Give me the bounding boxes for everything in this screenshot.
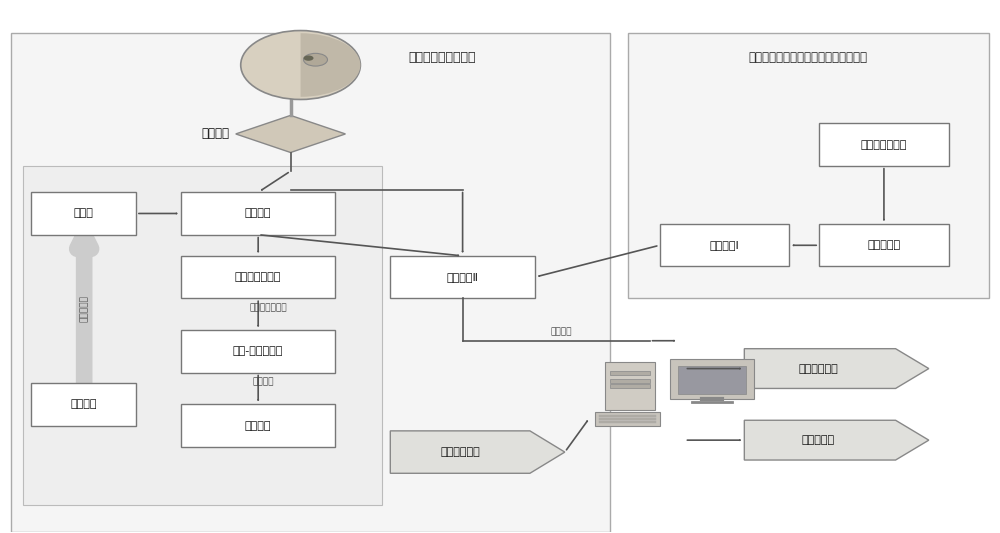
Text: 电压信号: 电压信号 xyxy=(252,377,274,386)
Ellipse shape xyxy=(241,30,360,100)
Text: 功率-电压转换器: 功率-电压转换器 xyxy=(233,346,283,357)
Polygon shape xyxy=(744,420,929,460)
Text: 通信数据: 通信数据 xyxy=(550,328,572,337)
FancyBboxPatch shape xyxy=(11,33,610,531)
Text: 陆基太阳射电望远镜: 陆基太阳射电望远镜 xyxy=(408,51,476,63)
FancyBboxPatch shape xyxy=(605,362,655,410)
Circle shape xyxy=(304,53,327,66)
FancyBboxPatch shape xyxy=(610,371,650,375)
Text: 搬载于在轨卡星平台的高能射线探测器: 搬载于在轨卡星平台的高能射线探测器 xyxy=(749,51,868,63)
FancyBboxPatch shape xyxy=(23,166,382,505)
Text: 微波开关控制: 微波开关控制 xyxy=(798,364,838,374)
FancyBboxPatch shape xyxy=(595,413,660,425)
Text: 高能射线探测器: 高能射线探测器 xyxy=(861,140,907,150)
Text: 数据采集: 数据采集 xyxy=(245,421,271,431)
FancyBboxPatch shape xyxy=(31,383,136,425)
FancyBboxPatch shape xyxy=(670,359,754,399)
FancyBboxPatch shape xyxy=(599,418,656,420)
Text: 噪声源控制: 噪声源控制 xyxy=(802,435,835,445)
FancyBboxPatch shape xyxy=(678,366,746,394)
Polygon shape xyxy=(236,115,345,152)
Text: 噪声源: 噪声源 xyxy=(74,208,94,219)
FancyBboxPatch shape xyxy=(599,415,656,417)
Text: 多通道射频信号: 多通道射频信号 xyxy=(249,303,287,312)
FancyBboxPatch shape xyxy=(610,379,650,383)
FancyBboxPatch shape xyxy=(181,405,335,447)
Text: 射电天线: 射电天线 xyxy=(202,127,230,140)
Text: 模拟接收机系统: 模拟接收机系统 xyxy=(235,272,281,282)
FancyBboxPatch shape xyxy=(181,256,335,298)
Text: 收发信机Ⅱ: 收发信机Ⅱ xyxy=(447,272,479,282)
Text: 微波开关: 微波开关 xyxy=(245,208,271,219)
FancyBboxPatch shape xyxy=(390,256,535,298)
Wedge shape xyxy=(301,33,360,97)
FancyBboxPatch shape xyxy=(181,330,335,373)
Text: 收发信机Ⅰ: 收发信机Ⅰ xyxy=(710,240,739,251)
Polygon shape xyxy=(744,349,929,389)
FancyBboxPatch shape xyxy=(819,123,949,166)
FancyBboxPatch shape xyxy=(610,384,650,389)
FancyBboxPatch shape xyxy=(628,33,989,298)
FancyBboxPatch shape xyxy=(599,421,656,423)
FancyBboxPatch shape xyxy=(181,192,335,235)
Polygon shape xyxy=(390,431,565,473)
Circle shape xyxy=(304,55,314,61)
Text: 定标系统: 定标系统 xyxy=(70,399,97,409)
FancyBboxPatch shape xyxy=(819,224,949,266)
FancyBboxPatch shape xyxy=(660,224,789,266)
Text: 噪声源控制: 噪声源控制 xyxy=(80,295,89,322)
Text: 信号处理器: 信号处理器 xyxy=(867,240,900,251)
FancyBboxPatch shape xyxy=(31,192,136,235)
Text: 太阳射电数据: 太阳射电数据 xyxy=(440,447,480,457)
